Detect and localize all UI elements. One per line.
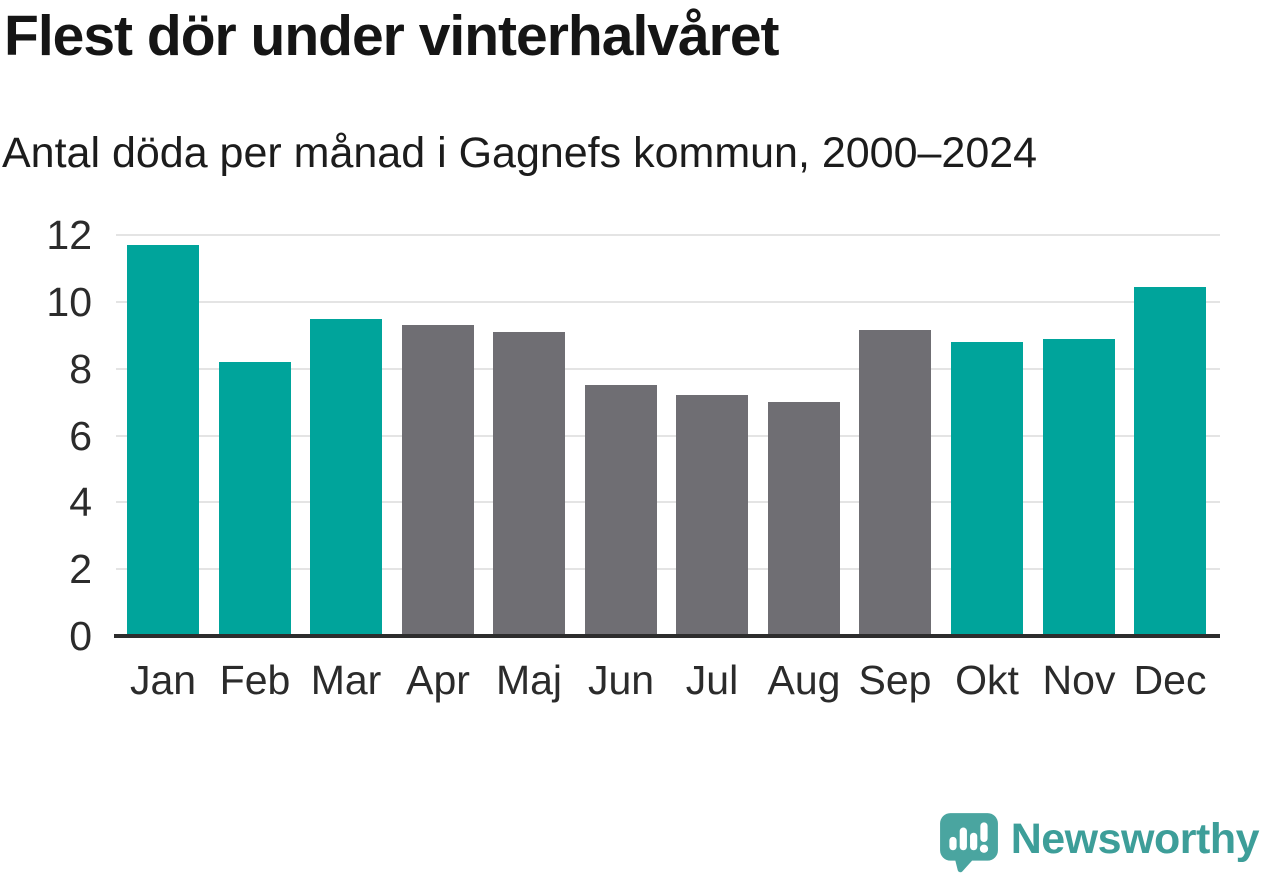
y-tick-label-0: 0 <box>69 613 92 659</box>
bar-sep <box>859 330 931 636</box>
bar-jan <box>127 245 199 636</box>
x-tick-label-mar: Mar <box>310 657 382 703</box>
brand-name: Newsworthy <box>1010 814 1260 863</box>
bar-feb <box>219 362 291 636</box>
x-tick-label-jul: Jul <box>685 657 739 703</box>
gridline-2 <box>116 568 1220 571</box>
gridline-4 <box>116 501 1220 504</box>
chart-title: Flest dör under vinterhalvåret <box>4 4 780 68</box>
y-tick-label-12: 12 <box>46 212 92 258</box>
gridline-10 <box>116 300 1220 303</box>
x-tick-label-okt: Okt <box>955 657 1019 703</box>
plot-area <box>114 234 1220 638</box>
x-tick-label-jun: Jun <box>587 657 655 703</box>
bar-apr <box>402 325 474 636</box>
x-tick-label-nov: Nov <box>1042 657 1116 703</box>
brand-logo: Newsworthy <box>938 811 1260 873</box>
bar-nov <box>1043 339 1115 636</box>
x-axis-line <box>114 634 1220 638</box>
gridline-6 <box>116 434 1220 437</box>
bar-jun <box>585 385 657 636</box>
bar-maj <box>493 332 565 636</box>
y-tick-label-10: 10 <box>46 278 92 325</box>
y-tick-label-8: 8 <box>69 345 92 392</box>
x-tick-label-sep: Sep <box>858 657 932 703</box>
y-tick-label-6: 6 <box>69 412 92 459</box>
x-axis: Jan Feb Mar Apr Maj Jun Jul Aug Sep Okt Nov Dec <box>116 656 1220 708</box>
x-tick-label-aug: Aug <box>767 657 841 703</box>
y-tick-label-2: 2 <box>69 546 92 593</box>
bar-dec <box>1134 287 1206 636</box>
gridline-12 <box>116 234 1220 236</box>
y-tick-label-4: 4 <box>69 479 92 526</box>
chart-subtitle: Antal döda per månad i Gagnefs kommun, 2… <box>2 129 1038 177</box>
bar-okt <box>951 342 1023 636</box>
x-tick-label-dec: Dec <box>1133 657 1207 703</box>
x-tick-label-jan: Jan <box>129 657 197 703</box>
y-axis: 0 2 4 6 8 10 12 <box>0 212 92 659</box>
bar-jul <box>676 395 748 636</box>
newsworthy-speech-bubble-chart-icon <box>939 813 998 873</box>
x-tick-label-apr: Apr <box>406 657 470 703</box>
x-tick-label-feb: Feb <box>219 657 291 703</box>
x-tick-label-maj: Maj <box>495 657 563 703</box>
bar-mar <box>310 319 382 636</box>
bar-aug <box>768 402 840 636</box>
gridline-8 <box>116 367 1220 370</box>
